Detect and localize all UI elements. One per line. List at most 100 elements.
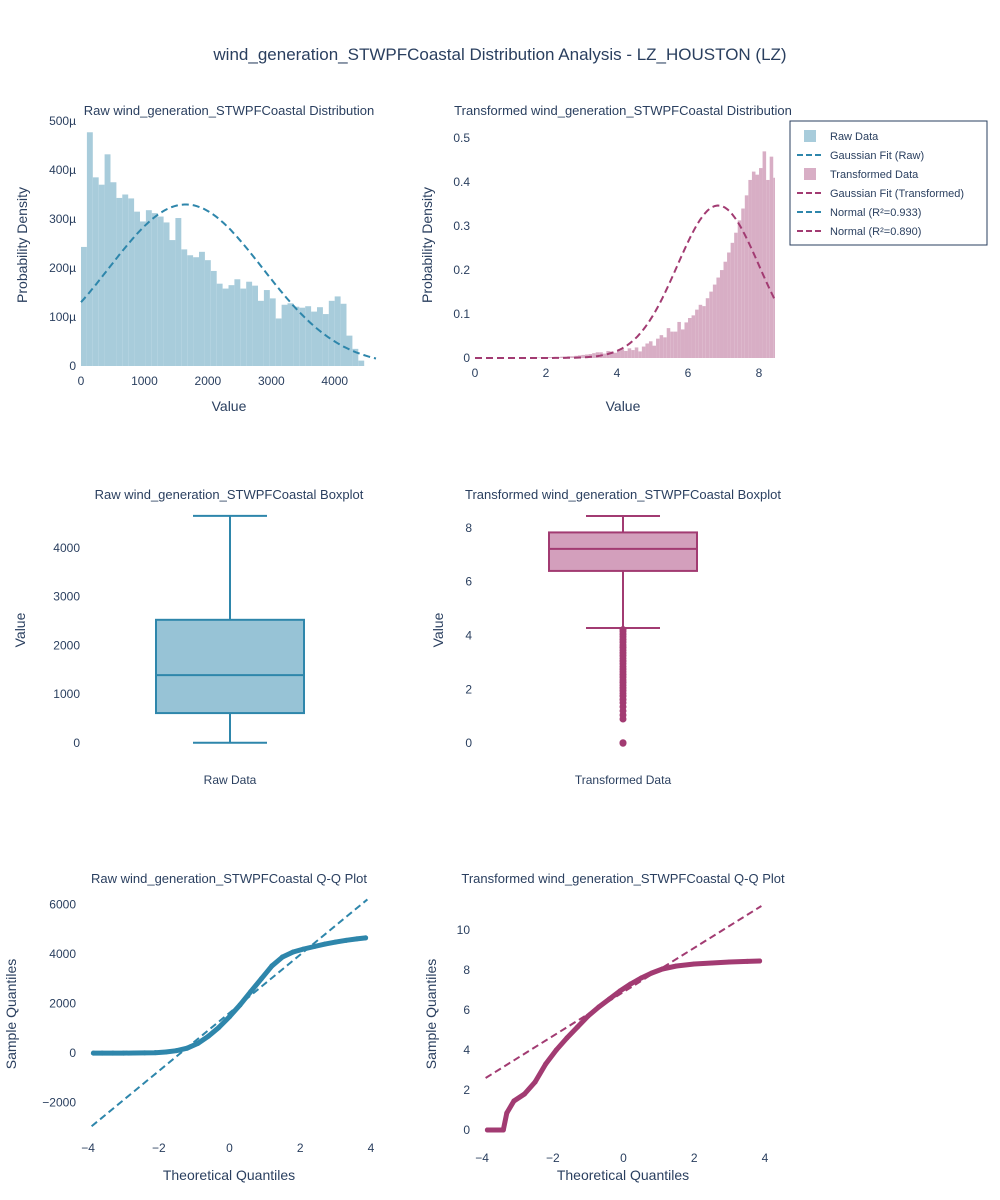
histogram-bar <box>705 298 710 358</box>
y-tick-label: 8 <box>463 963 470 977</box>
y-tick-label: 2000 <box>49 997 76 1011</box>
x-tick-label: 0 <box>226 1141 233 1155</box>
histogram-bar <box>670 331 674 358</box>
iqr-box <box>548 531 698 572</box>
histogram-bar <box>712 284 717 358</box>
quantile-point <box>638 975 644 981</box>
quantile-point <box>363 935 369 941</box>
histogram-bar <box>269 298 276 366</box>
histogram-bar <box>358 360 365 366</box>
histogram-bar <box>666 328 671 358</box>
histogram-bar <box>766 179 770 358</box>
histogram-bar <box>773 177 775 358</box>
y-tick-label: 10 <box>457 923 471 937</box>
quantile-point <box>596 1004 602 1010</box>
quantile-point <box>343 937 349 943</box>
legend-box <box>789 120 988 246</box>
y-tick-label: 4 <box>463 1043 470 1057</box>
trans-box-title: Transformed wind_generation_STWPFCoastal… <box>465 487 781 502</box>
histogram-bar <box>169 240 176 366</box>
quantile-point <box>248 989 254 995</box>
x-tick-label: −2 <box>546 1151 560 1165</box>
y-tick-label: 0.1 <box>453 307 470 321</box>
y-axis-title: Sample Quantiles <box>3 959 19 1070</box>
x-tick-label: 2 <box>297 1141 304 1155</box>
histogram-bar <box>340 303 347 366</box>
histogram-bar <box>727 252 731 358</box>
y-tick-label: 0 <box>463 351 470 365</box>
transformed-qq-panel: −4 −2 0 2 4 0 2 4 6 8 10 Theoretical Quantiles Sampl… <box>423 905 769 1183</box>
histogram-bar <box>275 318 282 366</box>
histogram-bar <box>744 195 749 358</box>
histogram-bar <box>334 296 341 366</box>
quantile-point <box>354 936 360 942</box>
quantile-point <box>495 1127 501 1133</box>
histogram-bar <box>631 350 635 358</box>
category-label: Raw Data <box>204 773 257 787</box>
quantile-point <box>99 1050 105 1056</box>
x-axis-title: Theoretical Quantiles <box>557 1167 689 1183</box>
y-tick-label: 0.2 <box>453 263 470 277</box>
histogram-bar <box>645 343 649 358</box>
quantile-point <box>280 954 286 960</box>
histogram-bar <box>570 356 575 358</box>
x-tick-label: 0 <box>620 1151 627 1165</box>
histogram-bar <box>346 335 353 366</box>
x-tick-label: 4 <box>368 1141 375 1155</box>
histogram-bar <box>92 177 99 366</box>
quantile-point <box>237 1002 243 1008</box>
histogram-bar <box>110 182 117 366</box>
quantile-point <box>649 970 655 976</box>
raw-qq-panel: −4 −2 0 2 4 −2000 0 2000 4000 6000 Theoretical Qua… <box>3 897 375 1183</box>
histogram-bar <box>163 222 170 366</box>
quantile-point <box>290 949 296 955</box>
y-tick-label: 0 <box>69 359 76 373</box>
x-axis-title: Theoretical Quantiles <box>163 1167 295 1183</box>
histogram-bar <box>252 285 258 366</box>
histogram-bar <box>641 346 646 358</box>
legend-label: Normal (R²=0.890) <box>830 226 921 238</box>
quantile-point <box>322 941 328 947</box>
raw-histogram-panel: 0 1000 2000 3000 4000 0 100µ 200µ 300µ 400µ 500µ Va… <box>14 114 377 414</box>
y-tick-label: 500µ <box>49 114 76 128</box>
quantile-point <box>311 944 317 950</box>
y-tick-label: 6000 <box>49 897 76 911</box>
histogram-bar <box>81 246 87 366</box>
histogram-bar <box>560 356 564 358</box>
histogram-bar <box>737 220 742 358</box>
quantile-point <box>543 1061 549 1067</box>
reference-line <box>485 905 762 1079</box>
y-tick-label: 300µ <box>49 212 76 226</box>
histogram-bar <box>281 304 288 366</box>
histogram-bar <box>240 288 247 366</box>
quantile-point <box>90 1050 96 1056</box>
histogram-bar <box>663 337 667 358</box>
y-tick-label: 0.3 <box>453 219 470 233</box>
y-tick-label: −2000 <box>42 1096 76 1110</box>
histogram-bar <box>762 151 767 358</box>
quantile-point <box>511 1098 517 1104</box>
histogram-bar <box>698 304 703 358</box>
y-axis-title: Value <box>12 612 28 647</box>
histogram-bar <box>293 306 300 366</box>
quantile-point <box>333 939 339 945</box>
histogram-bar <box>673 331 678 358</box>
quantile-point <box>606 996 612 1002</box>
y-tick-label: 2000 <box>53 638 80 652</box>
histogram-bar <box>688 317 692 358</box>
histogram-bar <box>677 321 681 358</box>
category-label: Transformed Data <box>575 773 672 787</box>
histogram-bar <box>549 357 554 358</box>
quantile-point <box>522 1091 527 1097</box>
histogram-bar <box>734 232 738 358</box>
x-tick-label: 4000 <box>321 374 348 388</box>
histogram-bar <box>652 345 657 358</box>
histogram-bar <box>328 300 335 366</box>
histogram-bar <box>187 255 194 366</box>
histogram-bar <box>228 285 235 366</box>
histogram-bar <box>748 179 752 358</box>
legend-label: Normal (R²=0.933) <box>830 207 921 219</box>
x-tick-label: 4 <box>762 1151 769 1165</box>
histogram-bar <box>134 211 140 366</box>
